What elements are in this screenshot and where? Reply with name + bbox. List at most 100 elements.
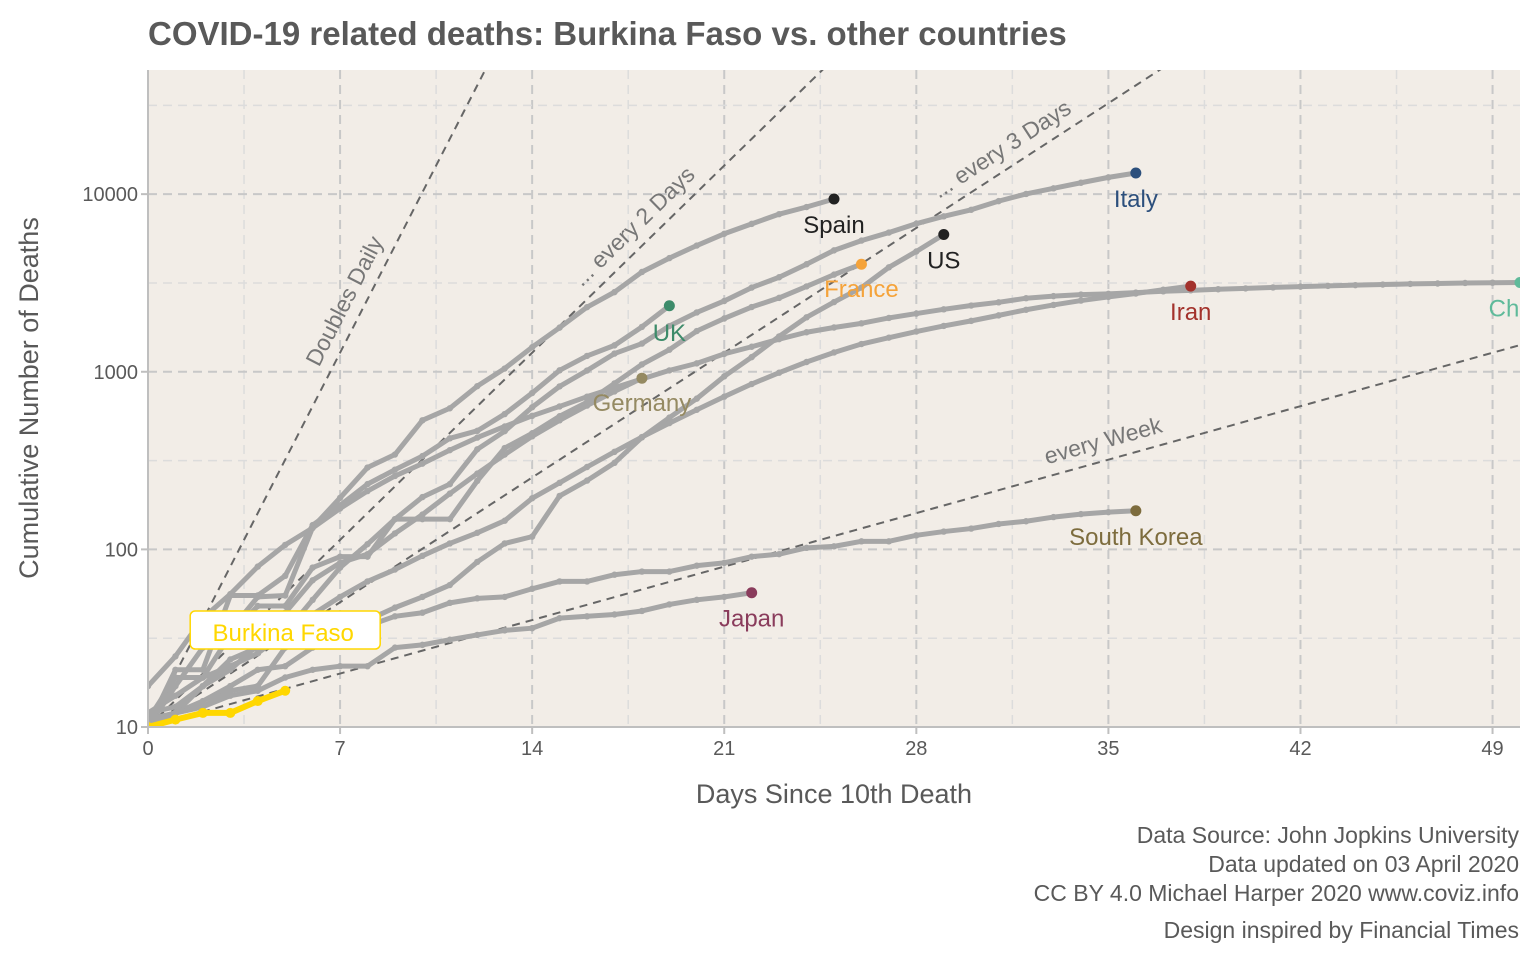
x-tick-label: 35: [1097, 738, 1119, 760]
series-point: [748, 284, 755, 291]
series-point: [556, 367, 563, 374]
series-point: [501, 451, 508, 458]
series-point: [446, 599, 454, 607]
y-tick-label: 10000: [82, 184, 138, 206]
axes: 0 7 14 21 28 35 42 49 10 100 1000 10000: [82, 70, 1520, 760]
series-point: [913, 220, 920, 227]
series-point: [446, 581, 454, 589]
series-point: [611, 350, 618, 357]
series-point: [474, 631, 481, 639]
series-point: [501, 444, 508, 452]
highlight-label-box: [189, 610, 381, 650]
series-point: [666, 568, 673, 575]
series-label-spain: Spain: [803, 212, 864, 239]
series-point: [282, 541, 289, 549]
guide-line-2: [148, 70, 1162, 727]
series-point: [364, 487, 371, 495]
series-point: [501, 517, 508, 524]
series-point: [419, 460, 426, 467]
series-point: [172, 692, 179, 699]
series-point: [721, 350, 728, 358]
highlight-point: [148, 722, 153, 727]
series-point: [501, 593, 508, 601]
series-point: [885, 229, 893, 236]
series-point: [254, 592, 261, 599]
series-point: [172, 709, 179, 717]
series-point: [556, 492, 563, 500]
series-point: [446, 446, 454, 454]
series-point: [611, 384, 618, 391]
x-tick-label: 28: [905, 738, 927, 760]
series-point: [830, 247, 838, 254]
series-point: [199, 666, 207, 673]
series-point: [501, 410, 508, 418]
series-point: [1105, 174, 1112, 181]
series-point: [693, 327, 700, 335]
series-point: [666, 419, 673, 427]
series-point: [391, 530, 399, 537]
series-point: [419, 417, 426, 424]
series-point: [309, 524, 316, 532]
series-point: [364, 550, 371, 558]
series-point: [638, 268, 646, 276]
series-point: [254, 563, 261, 570]
series-point: [775, 369, 783, 376]
series-point: [583, 352, 591, 360]
series-label-south-korea: South Korea: [1069, 524, 1203, 551]
series-point: [583, 367, 591, 374]
y-tick-label: 10: [116, 717, 138, 739]
series-point: [693, 596, 700, 604]
series-point: [858, 320, 865, 327]
series-point: [748, 220, 755, 228]
series-point: [227, 662, 234, 670]
series-point: [419, 593, 426, 601]
series-point: [1022, 518, 1030, 525]
series-point: [391, 566, 399, 573]
series-end-point-iran: [1185, 280, 1197, 292]
series-point: [830, 349, 838, 356]
series-point: [501, 540, 508, 547]
series-point: [254, 666, 261, 673]
series-point: [913, 532, 920, 539]
series-point: [1269, 284, 1277, 291]
series-point: [913, 328, 920, 335]
series-point: [803, 329, 810, 336]
series-point: [1160, 288, 1167, 295]
x-tick-label: 14: [521, 738, 543, 760]
series-point: [693, 562, 700, 569]
series-point: [419, 452, 426, 460]
series-point: [309, 564, 316, 571]
series-point: [336, 494, 344, 502]
series-point: [282, 674, 289, 681]
series-point: [611, 571, 618, 578]
series-point: [803, 261, 810, 268]
caption-line-2: Data updated on 03 April 2020: [1208, 851, 1519, 877]
series-end-point-south-korea: [1130, 505, 1142, 517]
series-point: [693, 406, 700, 413]
highlight-label-text: Burkina Faso: [212, 620, 353, 647]
series-end-point-uk: [663, 300, 675, 312]
series-point: [1050, 301, 1057, 309]
series-point: [611, 342, 618, 349]
series-point: [1105, 290, 1112, 298]
series-line-spain: [148, 196, 837, 727]
y-tick-label: 100: [105, 539, 138, 561]
series-point: [309, 577, 316, 584]
series-point: [583, 393, 591, 400]
series-point: [501, 627, 508, 634]
series-point: [721, 230, 728, 237]
series-point: [583, 463, 591, 471]
series-point: [803, 203, 810, 211]
series-point: [364, 578, 371, 585]
series-point: [721, 297, 728, 305]
series-line-us: [148, 232, 947, 723]
series-point: [1352, 281, 1359, 289]
series-point: [748, 343, 755, 350]
series-point: [638, 323, 646, 331]
series-point: [391, 613, 399, 620]
series-point: [858, 237, 865, 244]
series-point: [556, 383, 563, 390]
series-point: [227, 656, 234, 663]
series-point: [556, 324, 563, 331]
series-label-china: China: [1489, 296, 1536, 323]
